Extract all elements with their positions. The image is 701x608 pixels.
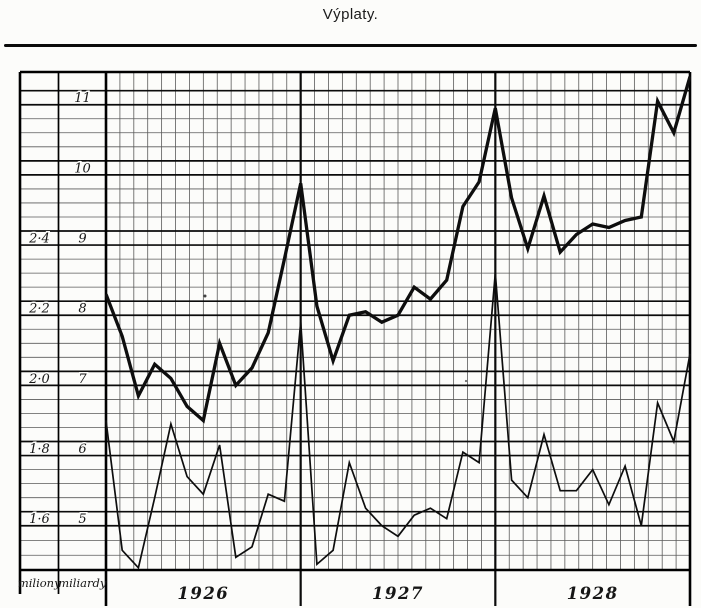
grid-minor: [20, 72, 690, 570]
series-line-miliardy-thick: [105, 76, 691, 424]
tick-label-miliardy: 5: [78, 512, 86, 527]
unit-label-miliony: miliony: [18, 576, 61, 590]
scan-speck: [464, 379, 468, 383]
scan-speck: [203, 294, 207, 298]
year-label: 1926: [177, 584, 229, 603]
tick-label-miliony: 2·4: [28, 232, 50, 247]
page-title: Výplaty.: [322, 6, 379, 23]
tick-label-miliardy: 9: [78, 232, 86, 247]
tick-label-miliardy: 8: [78, 302, 86, 317]
grid-heavy: [20, 72, 690, 606]
tick-label-miliony: 1·6: [29, 512, 50, 527]
tick-label-miliardy: 11: [74, 91, 91, 106]
tick-label-miliony: 1·8: [29, 442, 50, 457]
year-label: 1928: [567, 584, 619, 603]
year-label: 1927: [372, 584, 424, 603]
tick-label-miliony: 2·2: [28, 302, 50, 317]
title-rule: [4, 44, 697, 47]
unit-label-miliardy: miliardy: [58, 576, 107, 590]
series-line-miliony-thin: [105, 273, 691, 570]
data-series: [105, 76, 691, 570]
tick-label-miliony: 2·0: [28, 372, 50, 387]
tick-label-miliardy: 10: [74, 161, 91, 176]
tick-label-miliardy: 6: [78, 442, 86, 457]
tick-label-miliardy: 7: [78, 372, 87, 387]
axis-labels: 11 10 9 8 7 6 5 2·4 2·2 2·0 1·8 1·6 1926 1927 1928 mili…: [18, 90, 619, 604]
chart-borders: [18, 70, 692, 606]
